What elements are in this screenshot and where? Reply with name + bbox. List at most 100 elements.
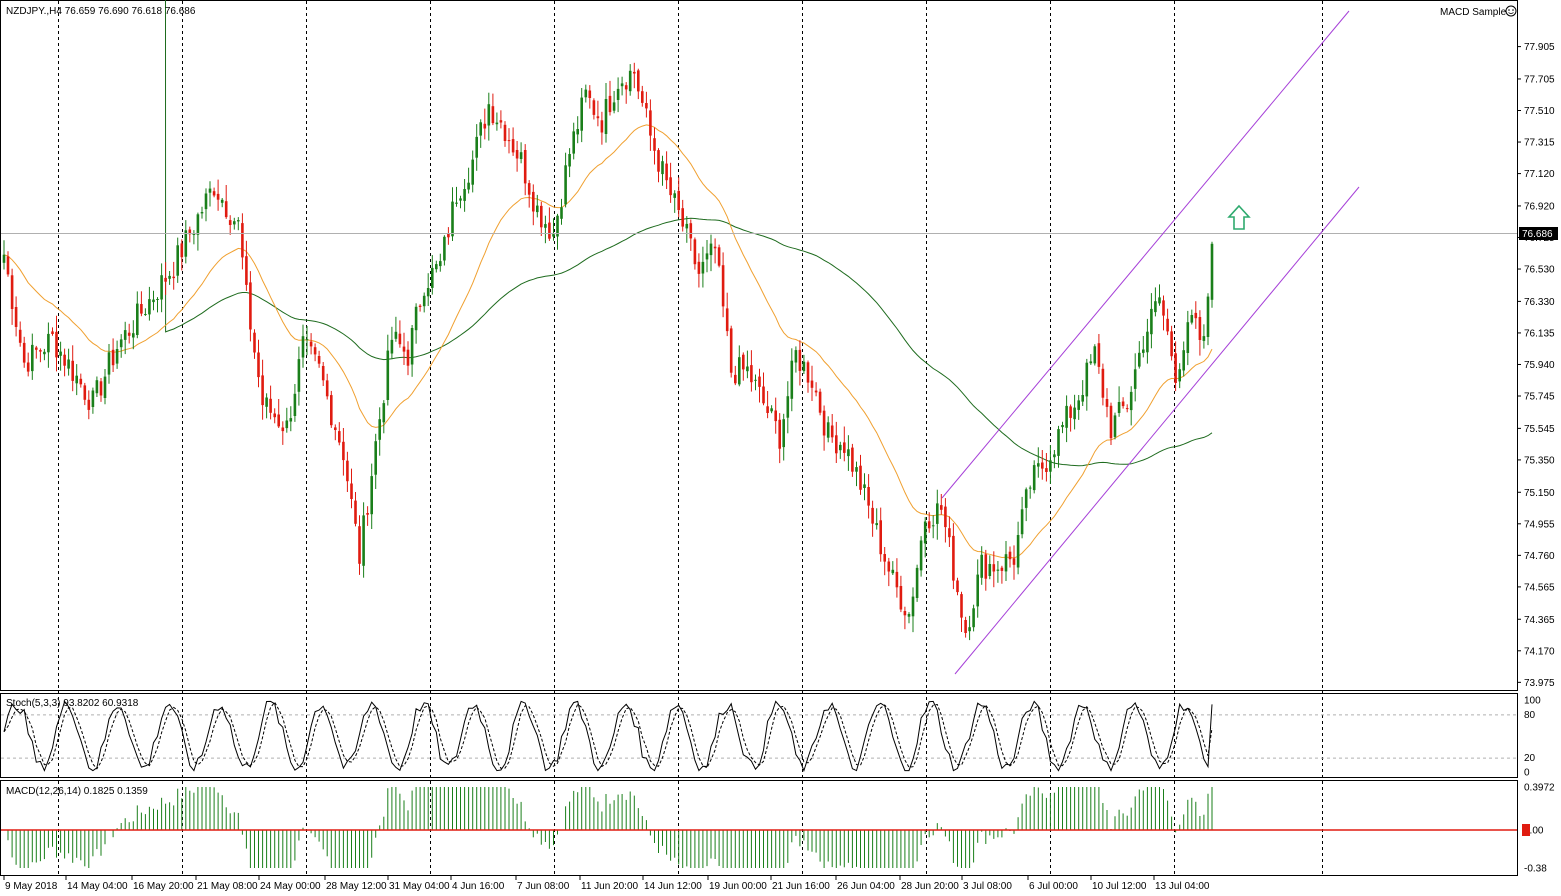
candle-body [144,314,147,315]
channel-lower-line[interactable] [954,186,1360,675]
candle-body [637,70,640,92]
macd-axis[interactable]: 0.3972 0.00 -0.38 [1524,783,1555,875]
macd-header: MACD(12,26,14) 0.1825 0.1359 [6,786,148,797]
trend-channel[interactable] [941,10,1360,675]
price-tick-label: 77.905 [1524,42,1555,53]
candle-body [495,122,499,125]
candle-body [1158,297,1161,304]
candle-body [140,304,143,314]
time-tick-label: 28 May 12:00 [326,881,387,892]
candle-body [22,342,26,363]
time-tick-label: 21 Jun 16:00 [772,881,830,892]
candle-body [835,435,838,454]
candle-body [1138,352,1141,367]
stoch-pane[interactable] [0,693,1518,778]
candle-body [511,139,515,153]
stoch-level-label: 80 [1524,710,1536,721]
candle-body [645,103,648,109]
candle-body [580,97,583,131]
candle-body [152,299,155,303]
candle-body [1085,362,1089,397]
price-tick-label: 74.365 [1524,615,1555,626]
candle-body [677,190,680,211]
candle-body [782,419,785,448]
candle-body [39,350,42,352]
candle-body [398,333,402,345]
macd-pane[interactable] [0,780,1518,876]
price-tick-label: 76.330 [1524,297,1555,308]
stoch-axis[interactable]: 100 80 20 0 [1524,696,1541,779]
candle-body [435,264,438,270]
candle-body [600,120,604,133]
candle-body [212,191,216,196]
candle-body [1101,368,1105,398]
macd-tick-label: 0.00 [1524,826,1544,837]
candle-body [1117,402,1121,413]
candle-body [208,188,212,193]
candle-body [196,214,200,235]
time-tick-label: 11 Jun 20:00 [581,881,639,892]
candle-body [956,580,959,593]
candle-body [1109,405,1113,439]
candle-body [758,376,761,387]
candle-body [729,328,733,373]
candle-body [51,331,54,334]
candle-body [944,506,947,528]
moving-average-fast [3,124,1213,559]
candle-body [851,447,854,472]
price-tick-label: 73.975 [1524,678,1555,689]
candle-body [414,306,418,331]
candle-body [119,339,123,348]
time-tick-label: 14 Jun 12:00 [644,881,702,892]
candle-body [895,571,899,588]
candle-body [964,620,967,633]
candle-body [919,540,923,571]
candle-body [285,420,289,429]
candle-body [552,234,555,237]
candle-body [1186,322,1190,353]
candle-body [1073,407,1076,420]
candle-body [940,505,943,510]
candle-body [1113,415,1117,437]
candle-body [1174,353,1177,383]
candle-body [1049,460,1052,472]
candle-body [1178,369,1181,382]
price-pane[interactable] [0,0,1518,691]
candle-body [91,390,95,407]
candle-body [1121,401,1125,407]
candle-body [871,507,874,524]
candle-body [499,120,503,123]
candle-body [467,182,470,190]
time-axis[interactable]: 9 May 2018 14 May 04:00 16 May 20:00 21 May… [3,876,1210,892]
candle-body [26,362,30,372]
candle-body [725,308,729,332]
candle-body [422,295,426,307]
candle-body [1053,454,1056,458]
candle-body [709,243,713,256]
candle-body [115,349,119,364]
candle-body [556,215,559,237]
candle-body [818,391,822,413]
candle-body [233,221,236,225]
candle-body [952,535,955,581]
ma-fast-line [3,124,1213,559]
candle-body [180,243,184,258]
price-axis[interactable]: 77.90577.70577.51077.31577.12076.92076.7… [1517,42,1555,689]
candle-body [584,89,588,98]
candle-body [1069,406,1072,418]
candle-body [693,239,697,265]
candle-body [536,205,539,213]
candle-body [532,191,535,212]
candle-body [863,484,866,488]
moving-average-slow [164,0,1213,467]
channel-upper-line[interactable] [941,10,1350,499]
candle-body [689,223,693,239]
candle-body [127,332,131,336]
candle-body [1093,346,1097,364]
candle-body [309,341,313,347]
candle-body [976,574,979,607]
candle-body [451,201,454,237]
candle-body [1089,361,1093,364]
candle-body [931,525,935,527]
